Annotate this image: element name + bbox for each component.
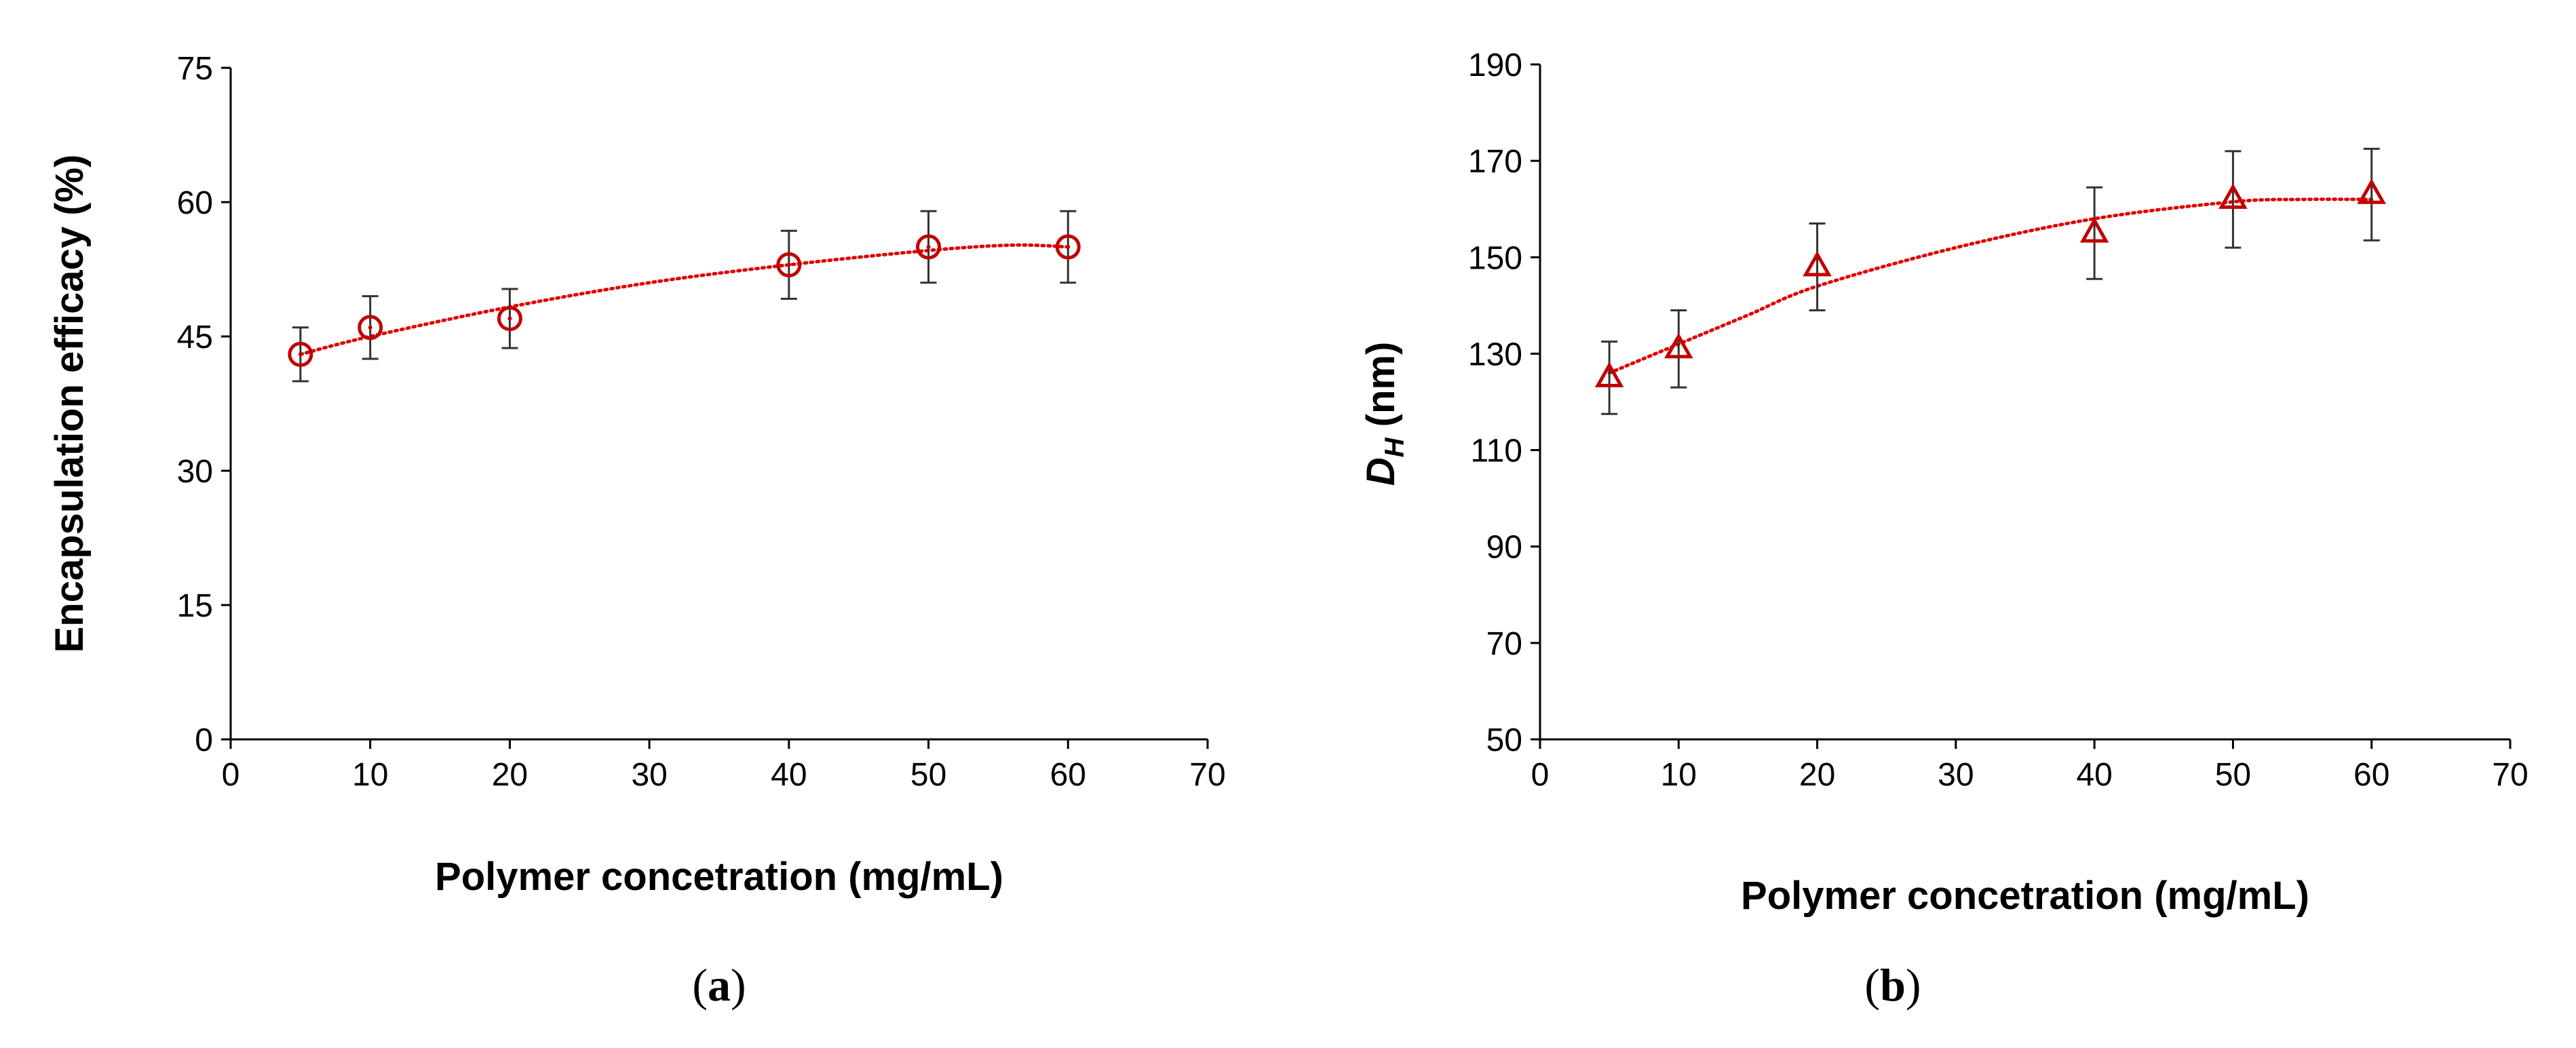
trendline — [1607, 197, 2374, 375]
data-point — [358, 315, 383, 341]
y-tick-label: 60 — [177, 185, 213, 221]
data-point — [916, 234, 942, 260]
x-tick-label: 20 — [1799, 757, 1835, 793]
data-point — [1055, 234, 1081, 260]
chart-panel-b: 50 70 90 110 130 150 170 190 0 10 20 30 40 50 60 70 Pol… — [1359, 47, 2529, 1011]
data-point-center — [298, 352, 303, 357]
data-point-center — [1066, 245, 1071, 249]
errorbar-layer — [292, 210, 1077, 383]
data-point — [2357, 178, 2387, 204]
data-point — [1594, 362, 1624, 387]
x-axis-title: Polymer concetration (mg/mL) — [435, 855, 1003, 899]
x-tick-label: 30 — [631, 757, 667, 793]
tick-layer: 0 15 30 45 60 75 0 10 20 30 40 50 60 70 — [177, 51, 1226, 793]
trendline — [299, 243, 1070, 356]
tick-layer: 50 70 90 110 130 150 170 190 0 10 20 30 40 50 60 70 — [1468, 47, 2529, 793]
x-tick-label: 10 — [352, 757, 388, 793]
data-point-center — [368, 325, 372, 330]
y-tick-label: 170 — [1468, 144, 1522, 180]
x-tick-label: 40 — [2076, 757, 2112, 793]
panel-label-a: (a) — [692, 959, 746, 1011]
x-tick-label: 70 — [2492, 757, 2528, 793]
y-axis-title-main: D — [1359, 457, 1403, 486]
y-tick-label: 0 — [195, 722, 213, 758]
x-tick-label: 0 — [1531, 757, 1550, 793]
x-tick-label: 20 — [492, 757, 528, 793]
data-point — [1664, 332, 1693, 359]
x-tick-label: 10 — [1661, 757, 1697, 793]
x-tick-label: 60 — [1050, 757, 1086, 793]
y-tick-label: 190 — [1468, 47, 1522, 83]
y-tick-label: 150 — [1468, 240, 1522, 276]
data-point — [2079, 217, 2109, 243]
y-axis-title-sub: H — [1380, 437, 1410, 457]
x-tick-label: 50 — [2215, 757, 2251, 793]
data-point-center — [786, 263, 791, 267]
x-tick-label: 50 — [910, 757, 946, 793]
y-axis-title: Encapsulation efficacy (%) — [47, 155, 92, 653]
y-tick-label: 90 — [1486, 530, 1522, 566]
point-layer — [1594, 178, 2387, 387]
y-tick-label: 45 — [177, 319, 213, 355]
data-point — [288, 341, 313, 367]
y-tick-label: 75 — [177, 51, 213, 87]
x-tick-label: 70 — [1189, 757, 1225, 793]
data-point — [497, 306, 522, 332]
data-point-center — [926, 245, 931, 249]
panel-letter: b — [1880, 959, 1906, 1011]
y-tick-label: 70 — [1486, 626, 1522, 662]
y-axis-title: DH (nm) — [1359, 342, 1410, 486]
y-tick-label: 15 — [177, 588, 213, 624]
data-point — [2218, 183, 2248, 209]
data-point — [776, 252, 802, 277]
y-tick-label: 130 — [1468, 336, 1522, 372]
x-tick-label: 60 — [2353, 757, 2389, 793]
trendline-layer — [1607, 197, 2374, 375]
trendline-layer — [299, 243, 1070, 356]
chart-panel-a: 0 15 30 45 60 75 0 10 20 30 40 50 60 70 Polymer conce… — [47, 51, 1226, 1011]
data-point — [1803, 250, 1832, 277]
panel-label-b: (b) — [1864, 959, 1921, 1011]
point-layer — [288, 234, 1081, 367]
y-tick-label: 50 — [1486, 722, 1522, 758]
data-point-center — [507, 316, 512, 321]
y-tick-label: 30 — [177, 454, 213, 490]
x-tick-label: 30 — [1938, 757, 1974, 793]
panel-letter: a — [708, 959, 731, 1011]
y-axis-title-unit: (nm) — [1359, 342, 1403, 438]
errorbar-layer — [1601, 147, 2380, 415]
x-tick-label: 40 — [771, 757, 807, 793]
x-axis-title: Polymer concetration (mg/mL) — [1741, 874, 2309, 918]
x-tick-label: 0 — [222, 757, 240, 793]
y-tick-label: 110 — [1470, 433, 1522, 469]
